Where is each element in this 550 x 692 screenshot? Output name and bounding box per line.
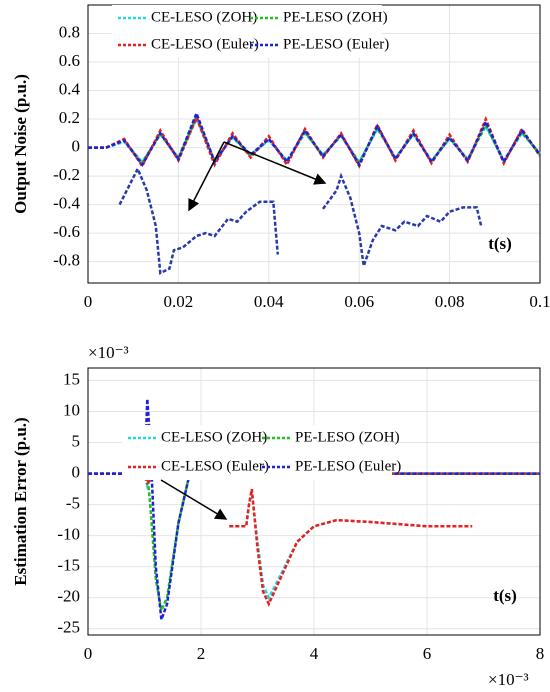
- inset-line: [118, 165, 280, 275]
- legend-label: PE-LESO (ZOH): [283, 9, 388, 25]
- legend-label: PE-LESO (Euler): [283, 36, 389, 52]
- plots: -0.8 -0.6 -0.4 -0.2 0 0.2 0.4 0.6 0.8 0 0.02 0.04 0.…: [11, 4, 550, 689]
- x-tick-label: 0.06: [344, 292, 374, 311]
- y-tick-label: 0.4: [59, 79, 81, 98]
- arrow: [160, 479, 228, 520]
- y-tick-label: -0.8: [53, 251, 80, 270]
- x-tick-label: 2: [197, 644, 206, 663]
- y-tick-label: -0.4: [53, 193, 80, 212]
- y-tick-label: 0: [72, 462, 81, 481]
- annotation: t(s): [488, 234, 512, 253]
- y-tick-label: 0.6: [59, 51, 80, 70]
- y-tick-label: -15: [57, 556, 80, 575]
- y-multiplier: ×10⁻³: [88, 343, 129, 362]
- x-tick-label: 0: [84, 644, 93, 663]
- arrow: [188, 141, 225, 212]
- x-tick-label: 0: [84, 292, 93, 311]
- x-tick-label: 0.04: [254, 292, 284, 311]
- arrows: [160, 141, 327, 520]
- y-tick-label: -5: [66, 494, 80, 513]
- arrow: [223, 141, 327, 185]
- x-multiplier: ×10⁻³: [488, 670, 529, 689]
- y-tick-label: 15: [63, 369, 80, 388]
- y-tick-label: -20: [57, 587, 80, 606]
- y-tick-label: 0.2: [59, 108, 80, 127]
- inset-line: [229, 488, 473, 608]
- legend-label: PE-LESO (Euler): [295, 458, 401, 474]
- legend-box: [122, 425, 392, 480]
- y-tick-label: -0.2: [53, 165, 80, 184]
- inset-line: [229, 491, 473, 601]
- y-tick-label: 5: [72, 431, 81, 450]
- legend-label: PE-LESO (ZOH): [295, 429, 400, 445]
- legend-label: CE-LESO (ZOH): [161, 429, 267, 445]
- x-tick-label: 6: [423, 644, 432, 663]
- legend-label: CE-LESO (Euler): [151, 36, 259, 52]
- annotation: t(s): [493, 586, 517, 605]
- y-axis-label: Estimation Error (p.u.): [11, 417, 30, 585]
- y-axis-label: Output Noise (p.u.): [11, 74, 30, 214]
- inset-line: [321, 172, 483, 267]
- x-tick-label: 4: [310, 644, 319, 663]
- plot-frame: [87, 367, 541, 636]
- y-tick-label: -10: [57, 525, 80, 544]
- legend-box: [112, 5, 382, 58]
- y-tick-label: -25: [57, 618, 80, 637]
- legend-label: CE-LESO (Euler): [161, 458, 269, 474]
- series-line: [88, 109, 542, 168]
- y-tick-label: 0: [72, 136, 81, 155]
- y-tick-label: -0.6: [53, 222, 80, 241]
- x-tick-label: 0.08: [435, 292, 465, 311]
- legend-label: CE-LESO (ZOH): [151, 9, 257, 25]
- y-tick-label: 10: [63, 400, 80, 419]
- x-tick-label: 0.02: [164, 292, 194, 311]
- x-tick-label: 0.1: [529, 292, 550, 311]
- y-tick-label: 0.8: [59, 22, 80, 41]
- x-tick-label: 8: [536, 644, 545, 663]
